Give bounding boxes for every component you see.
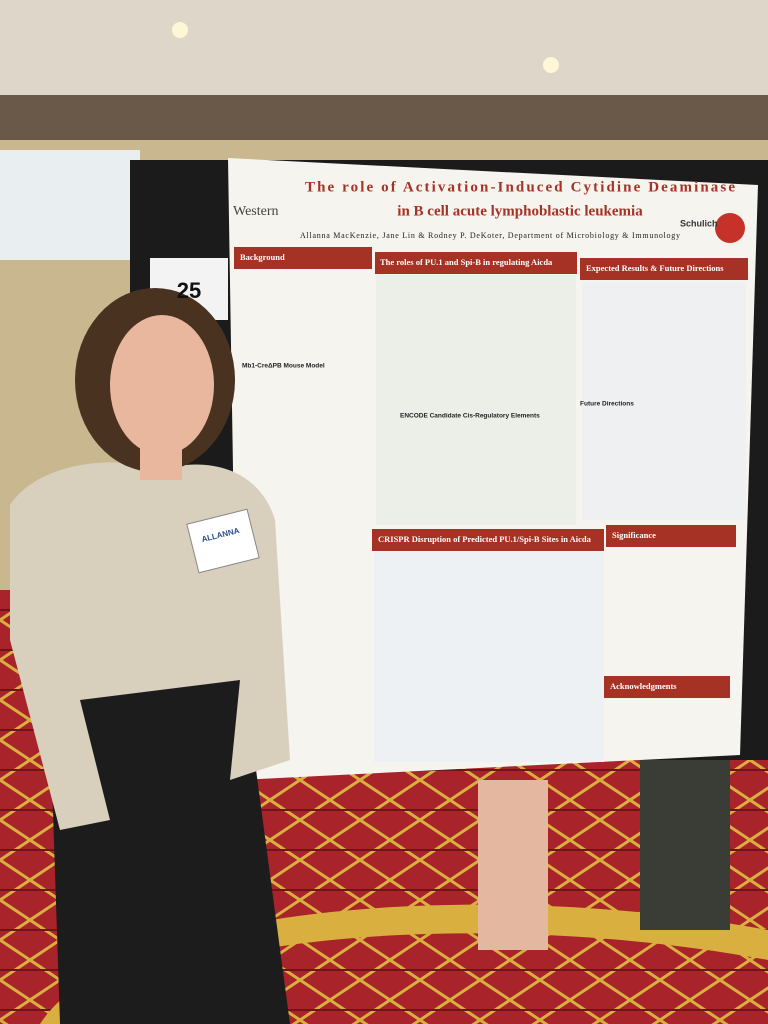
poster-panel [374,552,604,762]
person-legs [640,760,730,930]
name-tag [186,508,260,574]
section-header-bg [375,252,577,274]
beam [0,95,768,145]
ceiling-recess [0,150,140,260]
poster-authors: Allanna MacKenzie, Jane Lin & Rodney P. … [300,231,680,240]
poster-panel [582,282,746,520]
person-legs [478,780,548,950]
skirt [48,650,290,1024]
section-header: Significance [612,530,656,540]
section-subheader: Future Directions [580,401,634,408]
section-subheader: Mb1-CreΔPB Mouse Model [242,363,325,370]
section-header-bg [372,529,604,551]
section-header: Acknowledgments [610,681,677,691]
logo-mark [715,213,745,243]
logo-text: Schulich [680,218,718,228]
ceiling-light [543,57,559,73]
section-subheader: ENCODE Candidate Cis-Regulatory Elements [400,413,540,420]
section-header-bg [606,525,736,547]
section-header-bg [580,258,748,280]
logo-text: Western [233,204,279,219]
section-header-bg [604,676,730,698]
section-header-bg [234,247,372,269]
section-header: CRISPR Disruption of Predicted PU.1/Spi-… [378,534,592,544]
poster-panel [376,275,576,525]
section-header: Background [240,252,285,262]
neck [140,440,182,480]
face [110,315,214,455]
section-header: Expected Results & Future Directions [586,263,724,273]
poster-title: The role of Activation-Induced Cytidine … [305,179,735,195]
poster-title: in B cell acute lymphoblastic leukemia [397,203,643,219]
ceiling-light [172,22,188,38]
board-number: 25 [177,278,201,303]
section-header: The roles of PU.1 and Spi-B in regulatin… [380,257,553,267]
